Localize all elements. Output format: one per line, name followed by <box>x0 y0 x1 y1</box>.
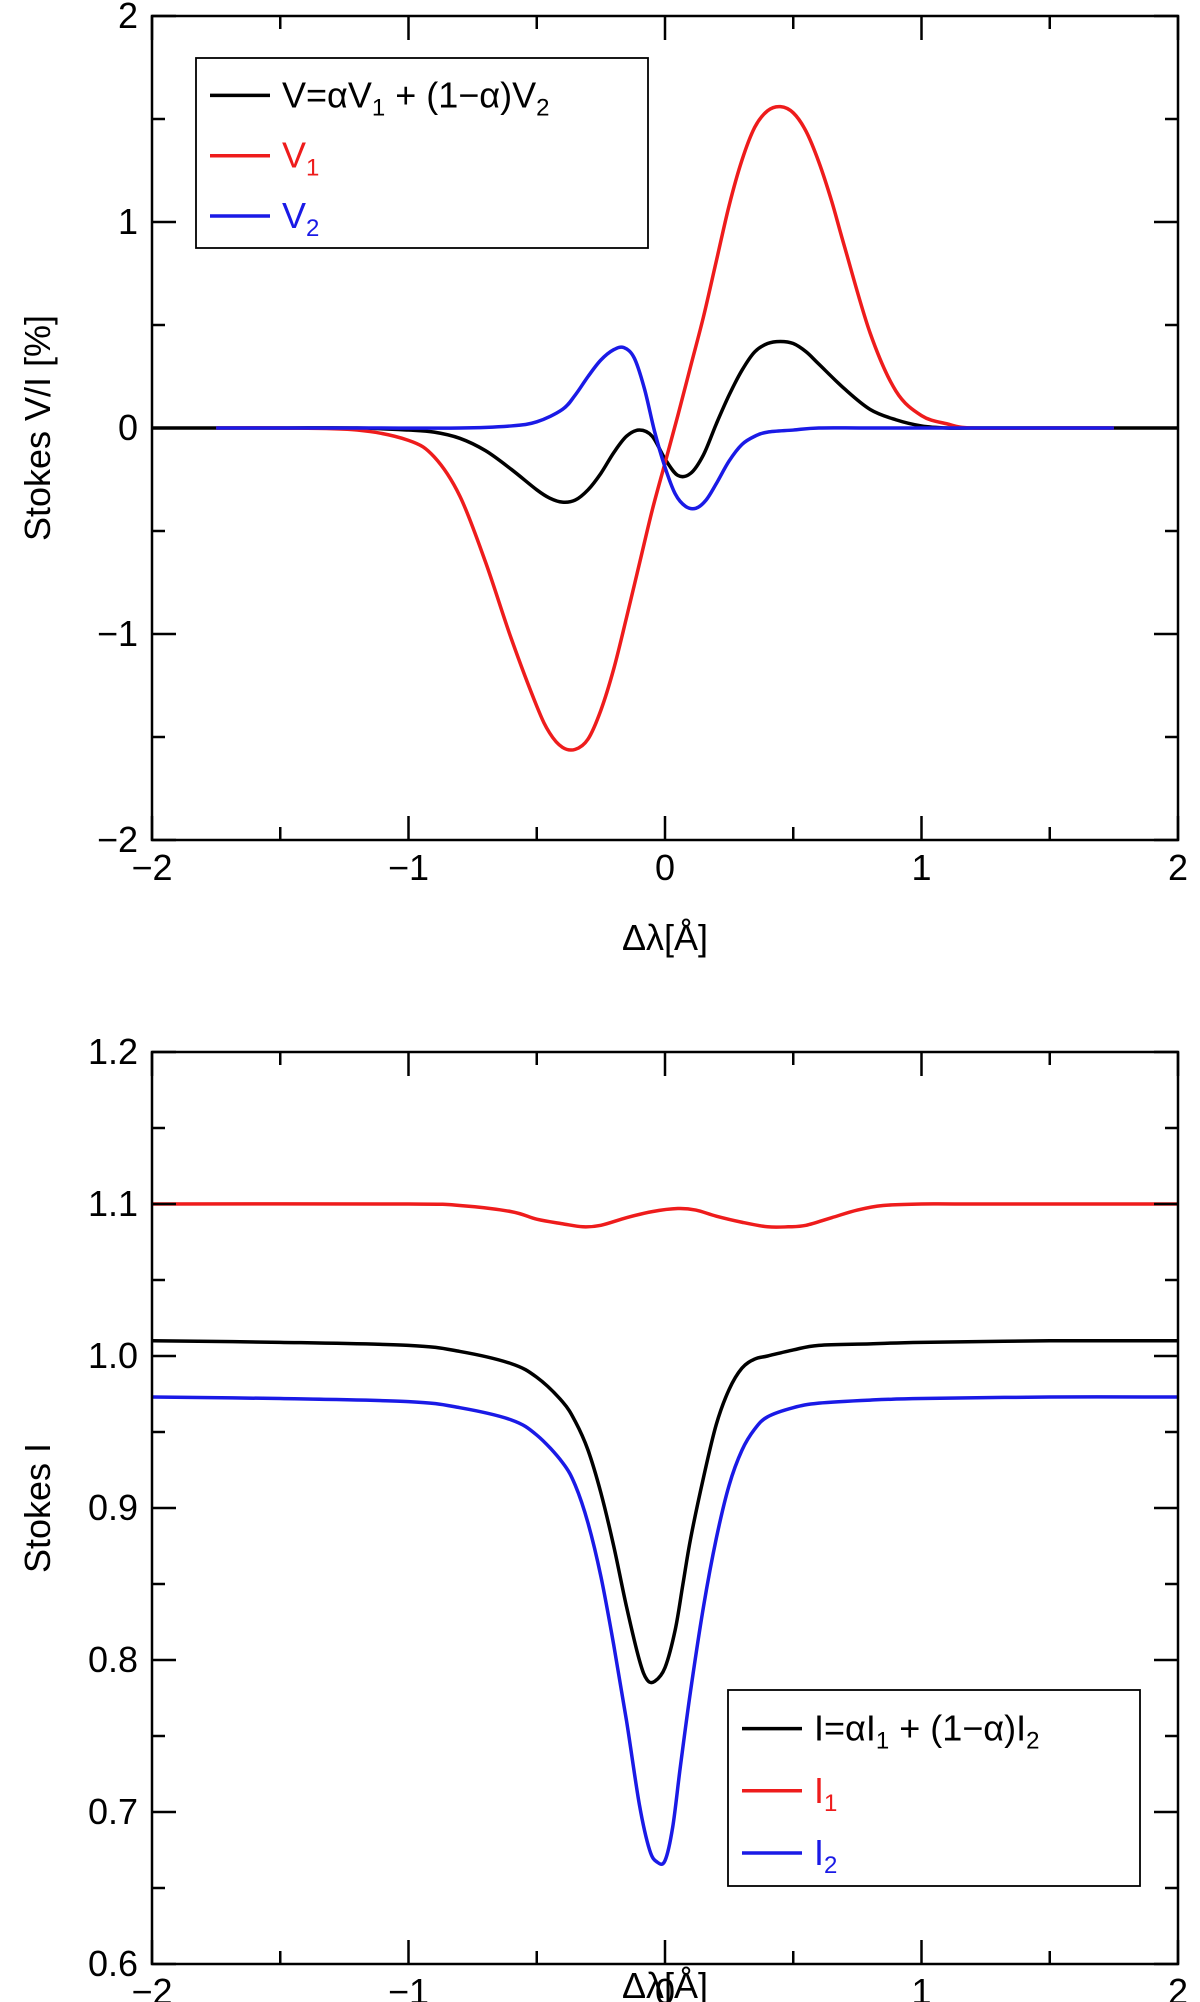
x-tick-label: −1 <box>388 1971 429 2002</box>
series-line-blue <box>216 347 1114 509</box>
x-tick-label: 2 <box>1168 1971 1188 2002</box>
y-axis-label: Stokes V/I [%] <box>17 315 58 541</box>
y-tick-label: 1.0 <box>88 1335 138 1376</box>
x-tick-label: 1 <box>911 1971 931 2002</box>
y-tick-label: −1 <box>97 613 138 654</box>
series-line-black <box>152 1341 1178 1683</box>
y-tick-label: 1.2 <box>88 1031 138 1072</box>
y-axis-label: Stokes I <box>17 1443 58 1573</box>
y-tick-label: 0.9 <box>88 1487 138 1528</box>
figure: −2 −1 0 1 2−2−1012Δλ[Å]Stokes V/I [%]V=αV1 +… <box>0 0 1200 2002</box>
x-axis-label: Δλ[Å] <box>622 917 708 958</box>
y-tick-label: 1 <box>118 201 138 242</box>
x-tick-label: −1 <box>388 847 429 888</box>
y-tick-label: 0.6 <box>88 1943 138 1984</box>
legend-label-black: I=αI1 + (1−α)I2 <box>814 1708 1039 1755</box>
series-line-red <box>152 1204 1178 1227</box>
y-tick-label: 2 <box>118 0 138 36</box>
y-tick-label: 1.1 <box>88 1183 138 1224</box>
stokes-i-plot: −2 −1 0 1 20.60.70.80.91.01.11.2Δλ[Å]Stokes … <box>17 1031 1188 2002</box>
x-tick-label: 2 <box>1168 847 1188 888</box>
y-tick-label: 0 <box>118 407 138 448</box>
y-tick-label: 0.8 <box>88 1639 138 1680</box>
x-tick-label: 0 <box>655 847 675 888</box>
series-line-black <box>152 341 1178 502</box>
x-tick-label: 1 <box>911 847 931 888</box>
y-tick-label: 0.7 <box>88 1791 138 1832</box>
legend-label-black: V=αV1 + (1−α)V2 <box>282 74 549 121</box>
y-tick-label: −2 <box>97 819 138 860</box>
x-axis-label: Δλ[Å] <box>622 1965 708 2002</box>
